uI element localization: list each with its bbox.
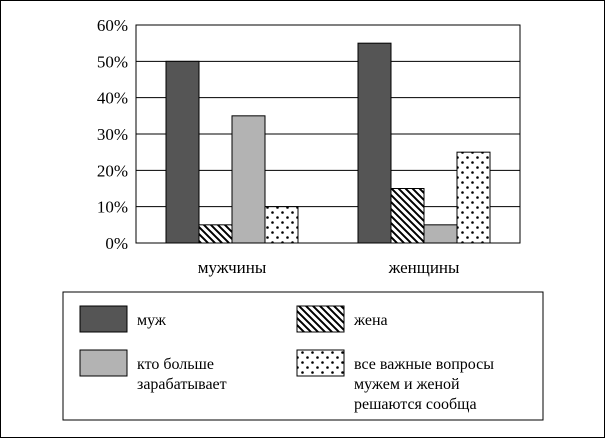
bars	[165, 42, 491, 244]
bar	[198, 224, 233, 244]
x-category-label: женщины	[388, 258, 460, 277]
legend-swatch	[79, 349, 128, 377]
y-tick-label: 20%	[97, 161, 128, 180]
legend-swatch	[296, 305, 345, 333]
legend-label: решаются сообща	[354, 396, 477, 413]
bar	[165, 60, 200, 244]
axes: 0% 10% 20% 30% 40% 50% 60% мужчины женщины	[97, 16, 521, 277]
legend-swatch	[296, 349, 345, 377]
y-tick-label: 60%	[97, 16, 128, 35]
bar	[231, 115, 266, 244]
legend-label: муж	[137, 312, 167, 329]
legend-label: кто больше	[137, 356, 214, 373]
legend-label: жена	[353, 312, 388, 329]
legend-label: мужем и женой	[354, 376, 460, 393]
legend-label: зарабатывает	[137, 376, 227, 393]
legend: муж жена кто больше зарабатывает все важные …	[62, 291, 544, 421]
legend-swatch	[79, 305, 128, 333]
bar	[264, 206, 299, 244]
bar	[456, 151, 491, 244]
bar	[390, 188, 425, 244]
y-tick-label: 40%	[97, 89, 128, 108]
y-tick-label: 50%	[97, 52, 128, 71]
plot-area	[135, 24, 521, 244]
y-tick-label: 10%	[97, 198, 128, 217]
y-tick-label: 30%	[97, 125, 128, 144]
legend-label: все важные вопросы	[354, 356, 494, 373]
bar	[423, 224, 458, 244]
bar	[357, 42, 392, 244]
y-tick-label: 0%	[105, 234, 128, 253]
x-category-label: мужчины	[198, 258, 267, 277]
